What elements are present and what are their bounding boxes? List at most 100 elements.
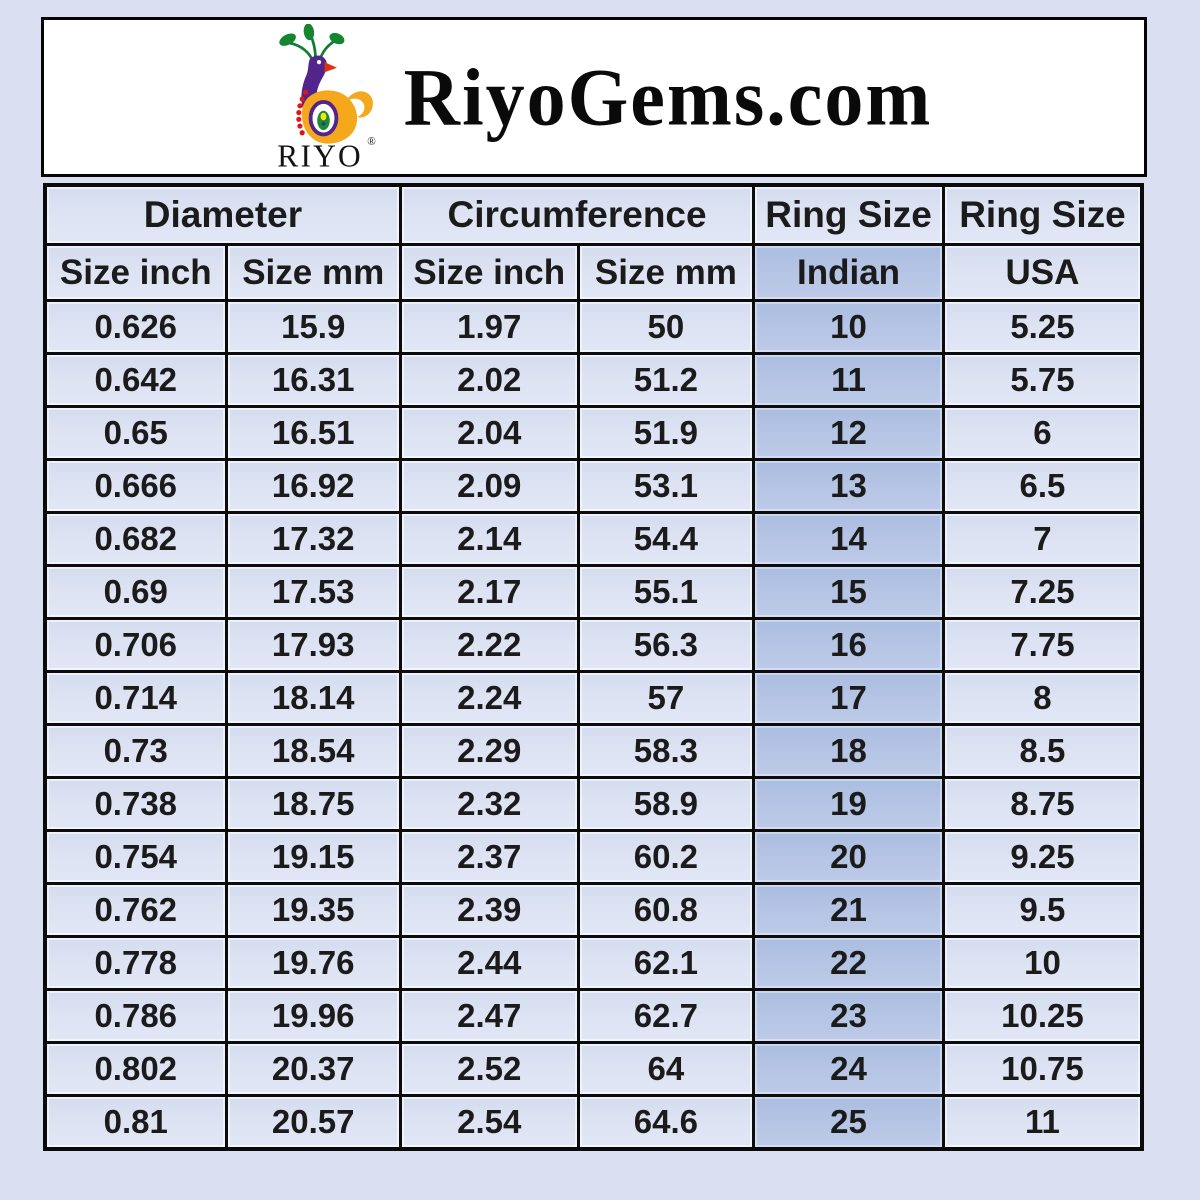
table-row: 0.714 18.14 2.24 57 17 8 xyxy=(43,670,1144,726)
table-cell: 17.32 xyxy=(224,511,402,567)
table-row: 0.738 18.75 2.32 58.9 19 8.75 xyxy=(43,776,1144,832)
table-row: 0.81 20.57 2.54 64.6 25 11 xyxy=(43,1094,1144,1151)
table-cell: 0.69 xyxy=(43,564,228,620)
table-cell: 7.75 xyxy=(941,617,1144,673)
group-header-row: Diameter Circumference Ring Size Ring Si… xyxy=(43,183,1144,246)
table-cell: 64 xyxy=(576,1041,756,1097)
table-cell: 23 xyxy=(752,988,945,1044)
ring-size-table-wrap: Diameter Circumference Ring Size Ring Si… xyxy=(43,183,1144,1151)
table-cell: 2.09 xyxy=(398,458,580,514)
table-cell: 18.54 xyxy=(224,723,402,779)
table-cell: 2.04 xyxy=(398,405,580,461)
table-cell: 58.9 xyxy=(576,776,756,832)
col-group-ring-size-indian: Ring Size xyxy=(752,183,945,246)
table-cell: 19 xyxy=(752,776,945,832)
table-cell: 2.52 xyxy=(398,1041,580,1097)
table-cell: 9.5 xyxy=(941,882,1144,938)
table-cell: 2.37 xyxy=(398,829,580,885)
table-cell: 0.65 xyxy=(43,405,228,461)
riyo-peacock-logo-icon: RIYO ® xyxy=(277,24,376,172)
table-row: 0.642 16.31 2.02 51.2 11 5.75 xyxy=(43,352,1144,408)
ring-size-table: Diameter Circumference Ring Size Ring Si… xyxy=(43,183,1144,1151)
table-cell: 7.25 xyxy=(941,564,1144,620)
table-cell: 55.1 xyxy=(576,564,756,620)
table-cell: 51.9 xyxy=(576,405,756,461)
table-cell: 10 xyxy=(752,299,945,355)
table-cell: 56.3 xyxy=(576,617,756,673)
table-cell: 12 xyxy=(752,405,945,461)
table-cell: 16.31 xyxy=(224,352,402,408)
table-cell: 51.2 xyxy=(576,352,756,408)
table-cell: 1.97 xyxy=(398,299,580,355)
col-header-diameter-mm: Size mm xyxy=(224,243,402,302)
table-cell: 58.3 xyxy=(576,723,756,779)
table-cell: 2.14 xyxy=(398,511,580,567)
table-cell: 0.706 xyxy=(43,617,228,673)
logo-wordmark: RIYO xyxy=(277,138,363,172)
table-cell: 13 xyxy=(752,458,945,514)
brand-header: RIYO ® RiyoGems.com xyxy=(41,17,1147,177)
col-header-circumference-inch: Size inch xyxy=(398,243,580,302)
table-cell: 18.14 xyxy=(224,670,402,726)
table-cell: 24 xyxy=(752,1041,945,1097)
col-header-circumference-mm: Size mm xyxy=(576,243,756,302)
table-cell: 0.81 xyxy=(43,1094,228,1151)
table-cell: 0.786 xyxy=(43,988,228,1044)
table-cell: 15 xyxy=(752,564,945,620)
table-cell: 0.682 xyxy=(43,511,228,567)
table-cell: 18 xyxy=(752,723,945,779)
site-title: RiyoGems.com xyxy=(403,50,933,143)
table-cell: 0.642 xyxy=(43,352,228,408)
table-cell: 17.93 xyxy=(224,617,402,673)
peacock-red-dots-icon xyxy=(295,89,308,136)
table-cell: 2.32 xyxy=(398,776,580,832)
logo-registered-mark: ® xyxy=(367,136,376,148)
table-cell: 2.24 xyxy=(398,670,580,726)
table-cell: 54.4 xyxy=(576,511,756,567)
table-cell: 62.7 xyxy=(576,988,756,1044)
table-cell: 19.15 xyxy=(224,829,402,885)
table-cell: 64.6 xyxy=(576,1094,756,1151)
table-body: 0.626 15.9 1.97 50 10 5.25 0.642 16.31 2.02 51.2 1… xyxy=(43,299,1144,1151)
table-cell: 8.5 xyxy=(941,723,1144,779)
col-header-indian: Indian xyxy=(752,243,945,302)
table-cell: 60.2 xyxy=(576,829,756,885)
table-cell: 53.1 xyxy=(576,458,756,514)
sub-header-row: Size inch Size mm Size inch Size mm Indi… xyxy=(43,243,1144,302)
table-cell: 6.5 xyxy=(941,458,1144,514)
table-cell: 5.75 xyxy=(941,352,1144,408)
table-cell: 11 xyxy=(941,1094,1144,1151)
table-cell: 14 xyxy=(752,511,945,567)
table-row: 0.754 19.15 2.37 60.2 20 9.25 xyxy=(43,829,1144,885)
table-row: 0.802 20.37 2.52 64 24 10.75 xyxy=(43,1041,1144,1097)
table-cell: 22 xyxy=(752,935,945,991)
table-cell: 8.75 xyxy=(941,776,1144,832)
col-group-circumference: Circumference xyxy=(398,183,756,246)
table-cell: 20 xyxy=(752,829,945,885)
table-cell: 17.53 xyxy=(224,564,402,620)
table-row: 0.65 16.51 2.04 51.9 12 6 xyxy=(43,405,1144,461)
table-cell: 2.47 xyxy=(398,988,580,1044)
col-group-ring-size-usa: Ring Size xyxy=(941,183,1144,246)
table-cell: 16 xyxy=(752,617,945,673)
table-cell: 20.37 xyxy=(224,1041,402,1097)
peacock-crest-icon xyxy=(278,24,345,63)
table-cell: 50 xyxy=(576,299,756,355)
table-row: 0.682 17.32 2.14 54.4 14 7 xyxy=(43,511,1144,567)
table-row: 0.786 19.96 2.47 62.7 23 10.25 xyxy=(43,988,1144,1044)
table-cell: 8 xyxy=(941,670,1144,726)
table-cell: 7 xyxy=(941,511,1144,567)
table-row: 0.666 16.92 2.09 53.1 13 6.5 xyxy=(43,458,1144,514)
table-cell: 0.762 xyxy=(43,882,228,938)
table-cell: 18.75 xyxy=(224,776,402,832)
table-row: 0.73 18.54 2.29 58.3 18 8.5 xyxy=(43,723,1144,779)
table-cell: 16.51 xyxy=(224,405,402,461)
table-row: 0.778 19.76 2.44 62.1 22 10 xyxy=(43,935,1144,991)
col-header-diameter-inch: Size inch xyxy=(43,243,228,302)
table-cell: 10 xyxy=(941,935,1144,991)
peacock-body-icon xyxy=(301,90,373,144)
table-cell: 5.25 xyxy=(941,299,1144,355)
table-cell: 2.17 xyxy=(398,564,580,620)
table-cell: 2.29 xyxy=(398,723,580,779)
